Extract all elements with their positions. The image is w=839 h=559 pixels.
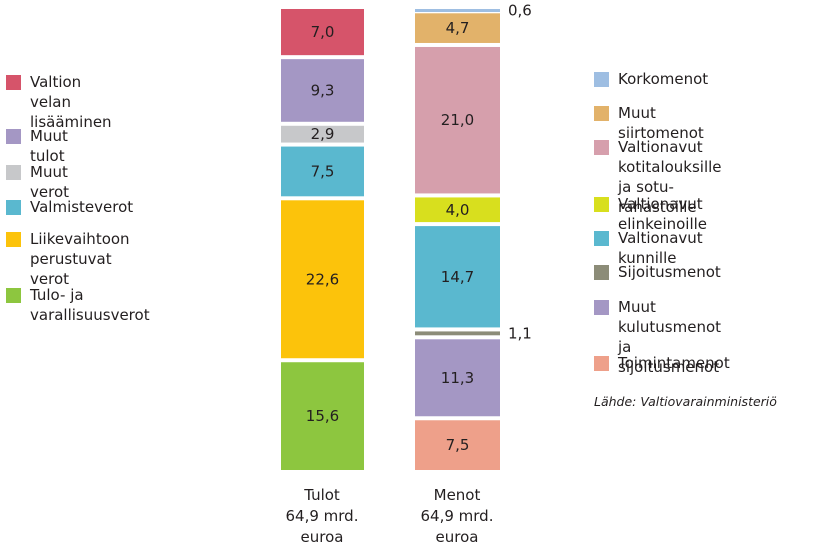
legend-label: Korkomenot [618, 70, 709, 88]
legend-item-toimintamenot: Toimintamenot [594, 353, 730, 373]
bar-segment-tulot-muut-verot [281, 125, 364, 143]
legend-label: Valtion velan lisääminen [30, 73, 112, 131]
bar-segment-tulot-muut-tulot [281, 59, 364, 122]
legend-item-tulo-ja-varallisuusverot: Tulo- ja varallisuusverot [6, 285, 150, 325]
legend-item-liikevaihtoon-perustuvat-verot: Liikevaihtoon perustuvat verot [6, 229, 130, 289]
legend-swatch [594, 140, 609, 155]
legend-label: Valtionavut kotitalouksille ja sotu-raha… [618, 138, 722, 216]
data-label-menot-korkomenot: 0,6 [508, 2, 532, 20]
legend-swatch [594, 265, 609, 280]
bar-segment-menot-toimintamenot [415, 420, 500, 470]
legend-item-muut-verot: Muut verot [6, 162, 69, 202]
bar-segment-tulot-tulo-ja-varallisuusverot [281, 362, 364, 470]
data-label-menot-valtionavut-elinkeinoille: 4,0 [446, 201, 470, 219]
legend-label: Muut siirtomenot [618, 104, 704, 142]
bar-segment-tulot-liikevaihtoon-perustuvat-verot [281, 200, 364, 359]
legend-swatch [6, 75, 21, 90]
bar-segment-menot-muut-kulutusmenot-ja-sijoitusmenot [415, 339, 500, 417]
legend-item-korkomenot: Korkomenot [594, 69, 708, 89]
bar-segment-menot-muut-siirtomenot [415, 13, 500, 43]
legend-swatch [594, 106, 609, 121]
data-label-tulot-liikevaihtoon-perustuvat-verot: 22,6 [306, 270, 339, 288]
legend-item-muut-tulot: Muut tulot [6, 126, 68, 166]
legend-label: Muut tulot [30, 127, 68, 165]
data-label-menot-sijoitusmenot: 1,1 [508, 324, 532, 342]
data-label-tulot-muut-verot: 2,9 [311, 125, 335, 143]
legend-label: Muut verot [30, 163, 70, 201]
legend-item-valtionavut-elinkeinoille: Valtionavut elinkeinoille [594, 194, 707, 234]
legend-item-muut-siirtomenot: Muut siirtomenot [594, 103, 704, 143]
legend-label: Valtionavut kunnille [618, 229, 703, 267]
legend-swatch [6, 288, 21, 303]
legend-swatch [6, 165, 21, 180]
legend-item-sijoitusmenot: Sijoitusmenot [594, 262, 721, 282]
data-label-tulot-valmisteverot: 7,5 [311, 162, 335, 180]
legend-swatch [594, 356, 609, 371]
legend-swatch [594, 231, 609, 246]
category-label-menot: Menot 64,9 mrd. euroa [420, 486, 494, 546]
bar-segment-menot-sijoitusmenot [415, 331, 500, 336]
bar-segment-tulot-valmisteverot [281, 146, 364, 197]
legend-swatch [6, 200, 21, 215]
legend-label: Muut kulutusmenot ja sijoitusmenot [618, 298, 722, 376]
bar-segment-menot-valtionavut-kotitalouksille-ja-sotu-rahastoille [415, 46, 500, 194]
data-label-tulot-muut-tulot: 9,3 [311, 81, 335, 99]
bar-segment-tulot-valtion-velan-lisaaminen [281, 9, 364, 56]
legend-swatch [594, 300, 609, 315]
legend-label: Valmisteverot [30, 198, 134, 216]
legend-swatch [6, 232, 21, 247]
legend-swatch [594, 72, 609, 87]
legend-label: Tulo- ja varallisuusverot [30, 286, 150, 324]
legend-label: Sijoitusmenot [618, 263, 721, 281]
legend-label: Toimintamenot [618, 354, 730, 372]
legend-label: Liikevaihtoon perustuvat verot [30, 230, 130, 288]
source-note: Lähde: Valtiovarainministeriö [594, 394, 777, 409]
legend-item-valmisteverot: Valmisteverot [6, 197, 133, 217]
data-label-menot-valtionavut-kotitalouksille-ja-sotu-rahastoille: 21,0 [441, 111, 474, 129]
bar-segment-menot-valtionavut-elinkeinoille [415, 197, 500, 223]
legend-item-valtionavut-kotitalouksille: Valtionavut kotitalouksille ja sotu-raha… [594, 137, 722, 217]
data-label-tulot-valtion-velan-lisaaminen: 7,0 [311, 23, 335, 41]
data-label-menot-muut-kulutusmenot-ja-sijoitusmenot: 11,3 [441, 369, 474, 387]
legend-swatch [6, 129, 21, 144]
legend-item-muut-kulutusmenot: Muut kulutusmenot ja sijoitusmenot [594, 297, 721, 377]
bar-segment-menot-valtionavut-kunnille [415, 226, 500, 328]
data-label-menot-valtionavut-kunnille: 14,7 [441, 268, 474, 286]
data-label-tulot-tulo-ja-varallisuusverot: 15,6 [306, 407, 339, 425]
legend-item-valtionavut-kunnille: Valtionavut kunnille [594, 228, 703, 268]
bar-segment-menot-korkomenot [415, 9, 500, 12]
legend-swatch [594, 197, 609, 212]
category-label-tulot: Tulot 64,9 mrd. euroa [285, 486, 359, 546]
legend-label: Valtionavut elinkeinoille [618, 195, 708, 233]
legend-item-valtion-velan-lisaaminen: Valtion velan lisääminen [6, 72, 112, 132]
data-label-menot-toimintamenot: 7,5 [446, 436, 470, 454]
data-label-menot-muut-siirtomenot: 4,7 [446, 19, 470, 37]
